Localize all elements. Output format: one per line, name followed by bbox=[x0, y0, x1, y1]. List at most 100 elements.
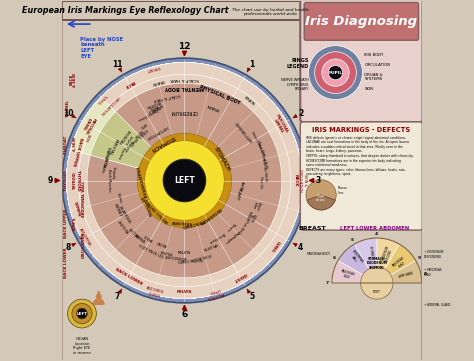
Text: LEFT LOWER ABDOMEN: LEFT LOWER ABDOMEN bbox=[340, 226, 410, 231]
Text: ABDOMEN
UPPER: ABDOMEN UPPER bbox=[205, 287, 225, 300]
Text: BACK UPPER: BACK UPPER bbox=[64, 209, 68, 238]
Text: GROIN: GROIN bbox=[155, 242, 167, 249]
Wedge shape bbox=[78, 74, 291, 287]
Text: NOSE: NOSE bbox=[132, 128, 143, 139]
Text: EYE: EYE bbox=[138, 122, 146, 130]
Wedge shape bbox=[87, 83, 282, 278]
Text: FOOT KNEE LEG: FOOT KNEE LEG bbox=[137, 244, 164, 260]
Text: Shoulder-Neck: Shoulder-Neck bbox=[260, 158, 267, 182]
Text: TRANSVERSE COLON: TRANSVERSE COLON bbox=[134, 166, 151, 217]
Text: VAGINA: VAGINA bbox=[133, 234, 146, 245]
Text: Bronchus-Hilus: Bronchus-Hilus bbox=[235, 212, 253, 235]
Text: LYMPH RING
ROSARY: LYMPH RING ROSARY bbox=[287, 83, 309, 91]
Text: Frontal Sinus: Frontal Sinus bbox=[137, 106, 159, 121]
Text: ABDOMINAL
WALL: ABDOMINAL WALL bbox=[347, 249, 365, 267]
Text: 2: 2 bbox=[298, 109, 303, 118]
Text: SKIN &
CIRCULATION: SKIN & CIRCULATION bbox=[298, 169, 307, 192]
Circle shape bbox=[361, 267, 393, 299]
Text: ABDOMINAL WALL: ABDOMINAL WALL bbox=[82, 180, 86, 217]
Text: Crypt: Crypt bbox=[317, 193, 325, 197]
Text: TESTES-OVARY: TESTES-OVARY bbox=[178, 256, 203, 262]
Circle shape bbox=[309, 45, 363, 100]
Text: BACK UPPER: BACK UPPER bbox=[71, 137, 82, 166]
Wedge shape bbox=[66, 62, 302, 299]
Text: FACE: FACE bbox=[69, 74, 73, 86]
Text: Inner-Outer Ear: Inner-Outer Ear bbox=[250, 131, 265, 156]
Wedge shape bbox=[78, 74, 287, 287]
Wedge shape bbox=[66, 62, 302, 299]
Wedge shape bbox=[87, 83, 282, 278]
Text: LEFT: LEFT bbox=[174, 176, 195, 185]
Text: ABDOMINAL
WALL: ABDOMINAL WALL bbox=[74, 227, 92, 250]
Text: Fibrous: Fibrous bbox=[337, 186, 347, 190]
Text: THYROID: THYROID bbox=[73, 171, 77, 190]
Text: PANCREAS
BODY: PANCREAS BODY bbox=[339, 269, 356, 281]
Text: BACK LOWER: BACK LOWER bbox=[64, 248, 68, 278]
Text: PANCREAS
HEAD: PANCREAS HEAD bbox=[392, 255, 409, 271]
Text: CIRCULATION: CIRCULATION bbox=[99, 95, 119, 116]
Text: Lacuna: Lacuna bbox=[316, 198, 326, 202]
Wedge shape bbox=[78, 74, 291, 287]
Text: KIDNEY: KIDNEY bbox=[113, 203, 122, 218]
Text: MENTAL BODY: MENTAL BODY bbox=[165, 85, 204, 90]
Wedge shape bbox=[87, 83, 282, 278]
Text: LUNG: LUNG bbox=[269, 240, 280, 252]
Text: Mastoid Mind Neck: Mastoid Mind Neck bbox=[256, 141, 269, 169]
Circle shape bbox=[77, 308, 87, 319]
Text: OCCIPITAL: OCCIPITAL bbox=[101, 149, 110, 170]
Text: Mouth
Larynx: Mouth Larynx bbox=[123, 134, 137, 148]
Wedge shape bbox=[78, 74, 291, 287]
Wedge shape bbox=[391, 261, 422, 283]
Wedge shape bbox=[87, 87, 282, 278]
Wedge shape bbox=[78, 74, 291, 287]
Wedge shape bbox=[66, 62, 302, 299]
Text: CHEST: CHEST bbox=[233, 271, 247, 282]
Text: Place by NOSE
beneath
LEFT
EYE: Place by NOSE beneath LEFT EYE bbox=[80, 37, 123, 59]
Text: Trachea: Trachea bbox=[117, 145, 126, 159]
FancyBboxPatch shape bbox=[300, 122, 423, 230]
Wedge shape bbox=[87, 83, 282, 278]
Wedge shape bbox=[78, 78, 291, 287]
Text: 9: 9 bbox=[418, 256, 421, 260]
Text: FOOT: FOOT bbox=[373, 290, 381, 294]
Wedge shape bbox=[78, 74, 291, 287]
Wedge shape bbox=[87, 83, 282, 278]
Text: HEART: HEART bbox=[235, 186, 242, 201]
Text: & SKIN: & SKIN bbox=[73, 138, 77, 152]
Wedge shape bbox=[307, 195, 335, 210]
Wedge shape bbox=[91, 83, 282, 278]
Text: ABDOMEN
LOWER: ABDOMEN LOWER bbox=[145, 287, 164, 300]
Wedge shape bbox=[78, 74, 291, 287]
Text: BACK LOWER: BACK LOWER bbox=[115, 268, 143, 286]
Text: URETHRA: URETHRA bbox=[116, 221, 129, 236]
Text: ORGAN
Location
Right EYE
in reverse: ORGAN Location Right EYE in reverse bbox=[73, 337, 91, 355]
Text: 6: 6 bbox=[333, 256, 336, 260]
Text: 3: 3 bbox=[316, 176, 321, 185]
Wedge shape bbox=[78, 74, 291, 287]
Text: 7: 7 bbox=[326, 281, 329, 285]
Text: PHYSICAL BODY: PHYSICAL BODY bbox=[199, 84, 241, 105]
Text: Arm Hand: Arm Hand bbox=[209, 231, 226, 243]
Wedge shape bbox=[66, 62, 302, 299]
Text: + PANCREAS
HEAD: + PANCREAS HEAD bbox=[424, 268, 441, 277]
Text: 9: 9 bbox=[48, 176, 53, 185]
Text: LYMPH: LYMPH bbox=[73, 217, 77, 230]
Wedge shape bbox=[66, 66, 302, 299]
Text: STOMACH
DUODENUM
SIGMOID: STOMACH DUODENUM SIGMOID bbox=[366, 257, 387, 270]
Text: CIRCULATION: CIRCULATION bbox=[82, 232, 86, 258]
Text: STOMACH: STOMACH bbox=[149, 134, 176, 152]
Text: ISCHIUM-HIP: ISCHIUM-HIP bbox=[190, 252, 211, 260]
Text: LUNG
Lower: LUNG Lower bbox=[244, 210, 257, 223]
Text: STOMACH: STOMACH bbox=[213, 145, 231, 172]
Text: FRONTAL: FRONTAL bbox=[117, 128, 130, 145]
Wedge shape bbox=[78, 74, 291, 287]
Circle shape bbox=[306, 180, 336, 210]
Text: 8: 8 bbox=[65, 243, 71, 252]
Text: CEREBELLUM: CEREBELLUM bbox=[233, 122, 253, 144]
Text: ORGAN &
SYSTEMS: ORGAN & SYSTEMS bbox=[364, 73, 383, 81]
Text: + ADRENAL GLAND: + ADRENAL GLAND bbox=[424, 303, 450, 306]
Wedge shape bbox=[82, 74, 291, 287]
Text: THYROID: THYROID bbox=[76, 170, 80, 191]
Wedge shape bbox=[66, 62, 302, 299]
Text: TEMPLE
FRONTAL: TEMPLE FRONTAL bbox=[145, 99, 163, 113]
